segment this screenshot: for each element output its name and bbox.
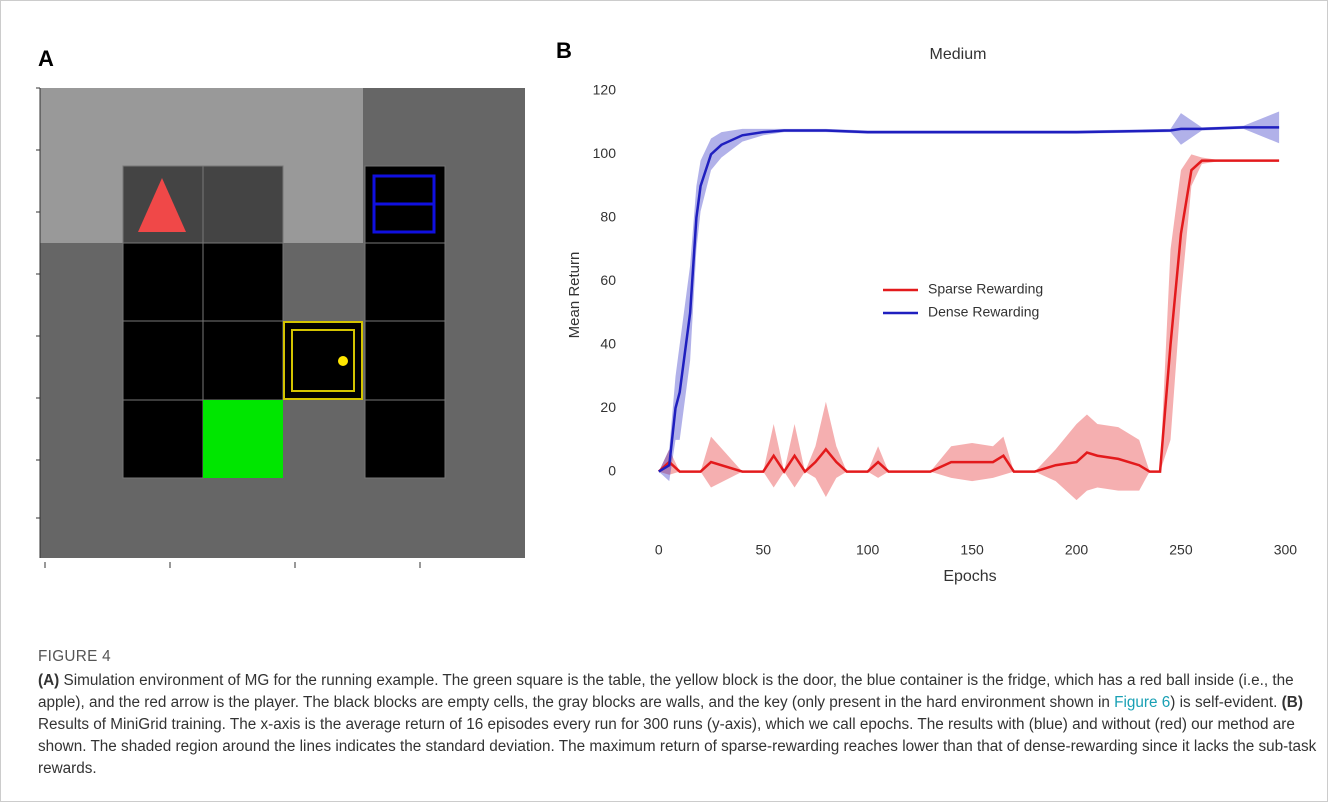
legend-label: Dense Rewarding (928, 304, 1039, 320)
x-tick-label: 50 (755, 542, 771, 558)
caption-label: (A) (38, 672, 60, 689)
x-tick-label: 0 (655, 542, 663, 558)
y-axis-label: Mean Return (566, 252, 583, 339)
x-axis-label: Epochs (943, 568, 996, 585)
std-band (658, 111, 1280, 482)
figure: A B Medium Epochs Mean Return 0 20 40 60 80 1… (36, 38, 1298, 585)
grid-world (36, 87, 525, 568)
caption-part: Simulation environment of MG for the run… (38, 672, 1294, 711)
series-line (658, 126, 1280, 473)
x-tick-label: 100 (856, 542, 880, 558)
x-tick-label: 150 (960, 542, 984, 558)
y-tick-label: 20 (600, 399, 616, 415)
y-tick-label: 60 (600, 272, 616, 288)
y-tick-label: 40 (600, 335, 616, 351)
panel-label: B (556, 38, 572, 63)
legend-label: Sparse Rewarding (928, 281, 1043, 297)
caption: FIGURE 4 (A) Simulation environment of M… (38, 646, 1328, 780)
series-line (657, 159, 1280, 474)
y-tick-label: 0 (608, 462, 616, 478)
x-tick-label: 300 (1274, 542, 1298, 558)
y-tick-label: 120 (593, 82, 617, 98)
y-tick-label: 100 (593, 145, 617, 161)
figure-link[interactable]: Figure 6 (1114, 694, 1171, 711)
chart-title: Medium (930, 46, 987, 63)
caption-part: ) is self-evident. (1170, 694, 1282, 711)
caption-text: (A) Simulation environment of MG for the… (38, 670, 1328, 780)
caption-label: (B) (1281, 694, 1303, 711)
y-tick-label: 80 (600, 208, 616, 224)
figure-label: FIGURE 4 (38, 648, 111, 665)
caption-part: Results of MiniGrid training. The x-axis… (38, 716, 1317, 777)
panel-label: A (38, 46, 54, 71)
x-tick-label: 250 (1169, 542, 1193, 558)
x-tick-label: 200 (1065, 542, 1089, 558)
